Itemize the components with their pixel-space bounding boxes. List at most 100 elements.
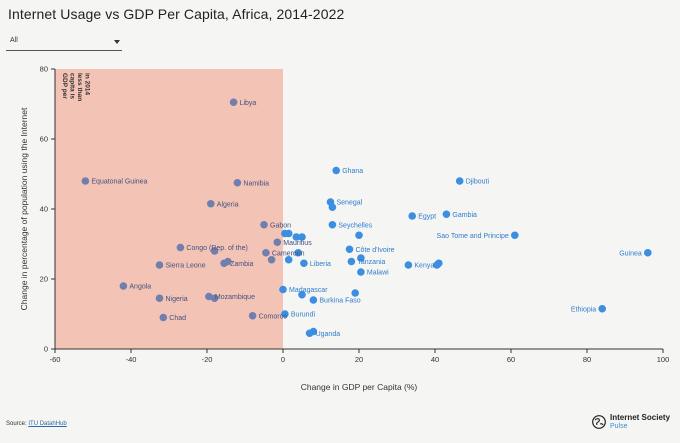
data-point-label: Ghana [342,168,363,175]
data-point [294,248,303,257]
data-point-label: Djibouti [466,179,490,186]
y-axis-title: Change in percentage of population using… [19,107,29,310]
data-point [284,255,293,264]
data-point [309,327,318,336]
data-point-label: Malawi [367,270,389,277]
shaded-region-label-line: GDP per [61,73,68,99]
shaded-region-label-line: less than [76,73,83,101]
source-link[interactable]: ITU DatahHub [28,421,67,427]
brand-sub: Pulse [610,423,628,430]
data-point [210,294,219,303]
data-point [176,243,185,252]
data-point-label: Cameroon [272,250,305,257]
region-filter-dropdown[interactable]: All [6,34,122,51]
data-point-label: Zambia [230,261,253,268]
data-point-label: Egypt [418,214,436,221]
chart-title: Internet Usage vs GDP Per Capita, Africa… [8,6,345,22]
x-axis-title: Change in GDP per Capita (%) [301,382,418,392]
data-point [248,311,257,320]
data-point-label: Senegal [337,200,363,207]
chevron-down-icon [114,40,120,44]
brand-name: Internet Society [610,413,671,422]
data-point-label: Gambia [452,212,477,219]
data-point [210,247,219,255]
shaded-region [55,69,283,349]
data-point-label: Mauritius [283,240,312,247]
y-tick-label: 40 [40,205,48,214]
source-prefix: Source: [6,421,27,427]
data-point-label: Burkina Faso [319,298,360,305]
data-point-label: Comoros [259,313,288,320]
x-tick-label: -60 [50,355,61,364]
x-tick-label: 60 [507,355,515,364]
y-tick-label: 20 [40,275,48,284]
data-point [332,166,341,175]
data-point-label: Algeria [217,201,239,208]
shaded-region-label: GDP per capita is less than in 2014 [61,73,91,101]
data-point [119,282,128,290]
data-point [328,203,337,212]
data-point-label: Chad [169,315,186,322]
data-point [292,233,301,241]
data-point [281,310,289,318]
source-note: Source: ITU DatahHub [6,421,67,427]
data-point-label: Madagascar [289,287,328,294]
x-tick-label: 20 [355,355,363,364]
data-point [273,238,282,247]
data-point [155,294,164,303]
filter-selected-value: All [10,37,18,44]
data-point [298,233,306,241]
data-point-label: Congo (Rep. of the) [186,245,247,252]
data-point-label: Namibia [243,180,269,187]
shaded-region-label-line: in 2014 [84,73,91,95]
data-point [442,210,451,219]
y-tick-label: 80 [40,65,48,74]
y-tick-label: 60 [40,135,48,144]
data-point [644,248,652,257]
data-point [357,254,365,262]
data-point [267,255,276,264]
data-point [300,259,308,268]
data-point [404,261,413,269]
data-point [511,231,519,240]
data-point [347,257,356,266]
data-point [408,212,417,220]
data-point [81,177,90,185]
data-point [357,268,365,276]
data-point-label: Uganda [316,331,341,338]
x-tick-label: -40 [126,355,137,364]
data-point [279,285,287,294]
data-point-label: Côte d'Ivoire [356,247,395,254]
x-tick-label: 40 [431,355,439,364]
x-tick-label: 80 [583,355,591,364]
data-point [155,261,164,269]
data-point [207,199,215,208]
data-point-label: Gabon [270,222,291,229]
x-tick-label: 100 [657,355,670,364]
data-point-label: Sao Tome and Principe [437,233,509,240]
data-point [260,220,268,229]
data-point-label: Libya [240,100,257,107]
data-point-label: Angola [129,284,151,291]
data-point [309,296,318,304]
x-tick-label: -20 [202,355,213,364]
data-point-label: Nigeria [166,296,188,303]
data-point [205,292,213,301]
data-point-label: Burundi [291,312,316,319]
data-point [598,304,606,313]
x-tick-label: 0 [281,355,285,364]
y-tick-label: 0 [44,345,48,354]
data-point-label: Tanzania [357,259,385,266]
data-point [435,259,443,268]
data-point [224,257,232,266]
shaded-region-label-line: capita is [69,73,76,99]
data-point [355,231,363,240]
data-point [351,289,360,297]
data-point [159,313,168,322]
data-point-label: Ethiopia [571,306,596,313]
globe-icon [592,415,606,429]
brand-logo[interactable]: Internet Society Pulse [592,413,676,435]
data-point [229,98,238,107]
data-point-label: Liberia [310,261,331,268]
